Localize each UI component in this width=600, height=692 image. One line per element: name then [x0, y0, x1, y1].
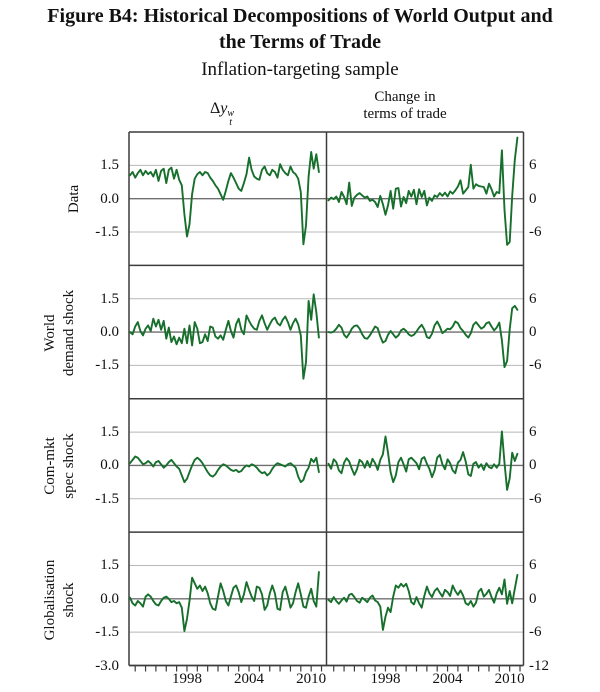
right-axis-tick-label: 6 [529, 157, 537, 174]
right-axis-tick-label: -6 [529, 224, 542, 241]
right-axis-tick-label: 6 [529, 557, 537, 574]
x-axis-year-label: 1998 [171, 671, 202, 687]
series-line-com-mkt-tot [327, 430, 519, 491]
right-axis-tick-label: -6 [529, 357, 542, 374]
x-axis-year-label: 2010 [296, 671, 327, 687]
left-axis-tick-label: 1.5 [100, 290, 119, 307]
series-line-data-tot [327, 136, 519, 246]
series-line-world-demand-dy [129, 293, 320, 380]
variable-y: y [220, 100, 228, 117]
superscript-w: w [227, 108, 235, 119]
column-header-terms-of-trade: Change in terms of trade [305, 89, 505, 123]
left-axis-bottom-label: -3.0 [95, 657, 119, 674]
x-axis-year-label: 2004 [234, 671, 265, 687]
x-axis-year-label: 1998 [370, 671, 401, 687]
x-axis-year-label: 2004 [432, 671, 463, 687]
column-header-terms-of-trade-line2: terms of trade [363, 106, 447, 122]
figure-subtitle: Inflation-targeting sample [201, 59, 399, 80]
left-axis-tick-label: -1.5 [95, 224, 119, 241]
left-axis-tick-label: 0.0 [100, 324, 119, 341]
series-line-world-demand-tot [327, 304, 519, 369]
figure-title-line2: the Terms of Trade [218, 31, 382, 53]
left-axis-tick-label: -1.5 [95, 490, 119, 507]
left-axis-tick-label: 1.5 [100, 157, 119, 174]
right-axis-tick-label: 0 [529, 590, 537, 607]
right-axis-tick-label: 0 [529, 457, 537, 474]
delta-symbol: Δ [209, 100, 221, 117]
right-axis-bottom-label: -12 [529, 657, 549, 674]
right-axis-tick-label: 6 [529, 424, 537, 441]
left-axis-tick-label: 0.0 [100, 457, 119, 474]
right-axis-tick-label: -6 [529, 624, 542, 641]
right-axis-tick-label: 0 [529, 190, 537, 207]
series-line-com-mkt-dy [129, 455, 320, 484]
left-axis-tick-label: -1.5 [95, 624, 119, 641]
right-axis-tick-label: 0 [529, 324, 537, 341]
series-line-globalisation-tot [327, 573, 519, 631]
x-axis-year-label: 2010 [494, 671, 525, 687]
subscript-t: t [229, 117, 233, 128]
column-header-world-output: Δy w t [122, 100, 322, 128]
series-line-globalisation-dy [129, 571, 320, 632]
right-axis-tick-label: -6 [529, 490, 542, 507]
right-axis-tick-label: 6 [529, 290, 537, 307]
left-axis-tick-label: 1.5 [100, 557, 119, 574]
left-axis-tick-label: -1.5 [95, 357, 119, 374]
figure-title-line1: Figure B4: Historical Decompositions of … [47, 5, 553, 27]
left-axis-tick-label: 1.5 [100, 424, 119, 441]
column-header-terms-of-trade-line1: Change in [374, 89, 436, 105]
left-axis-tick-label: 0.0 [100, 190, 119, 207]
left-axis-tick-label: 0.0 [100, 590, 119, 607]
series-line-data-dy [129, 151, 320, 246]
